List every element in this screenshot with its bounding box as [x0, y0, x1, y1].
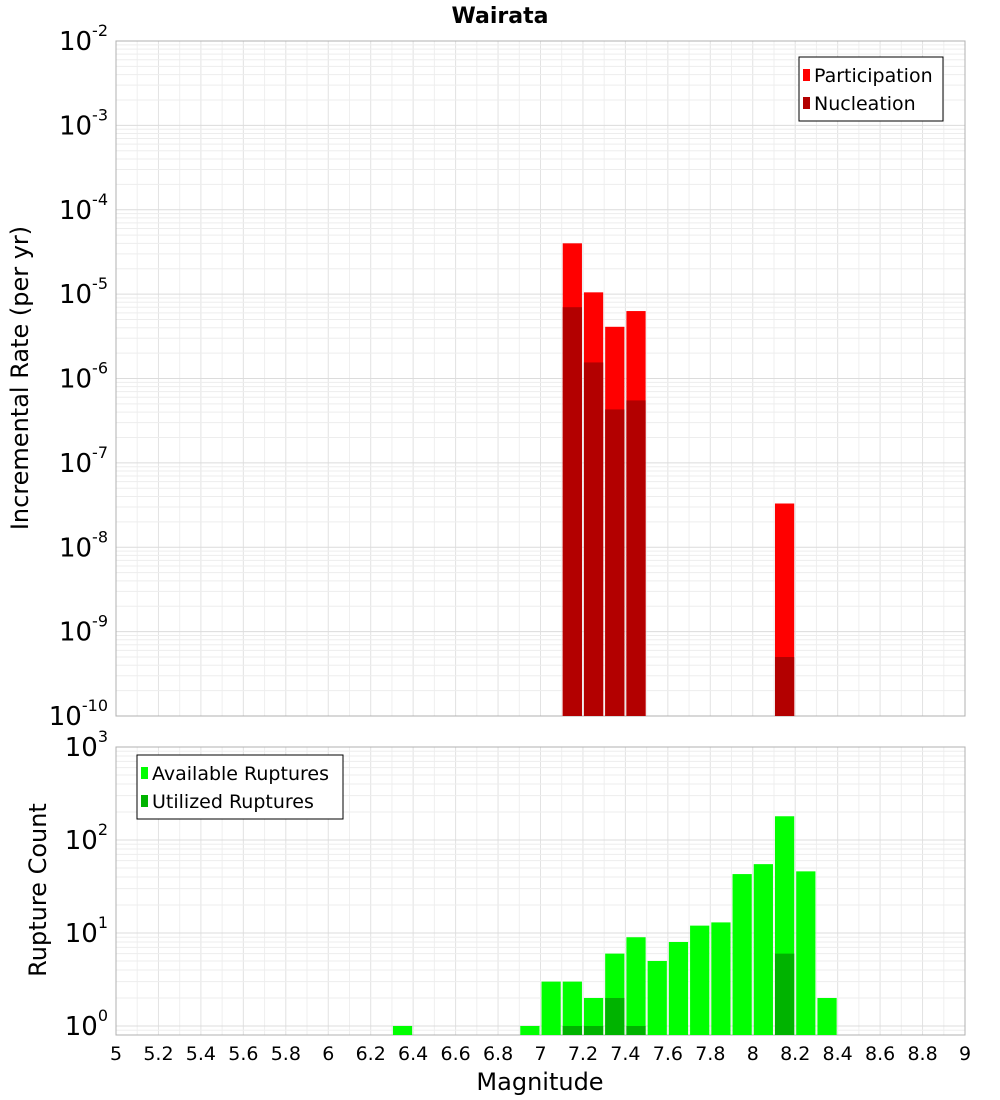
- y-tick-label: 10-4: [59, 190, 108, 226]
- x-tick-label: 8.4: [823, 1043, 853, 1065]
- y-tick-label: 10-5: [59, 274, 108, 310]
- x-tick-label: 5.6: [228, 1043, 258, 1065]
- y-tick-label: 102: [65, 820, 108, 856]
- legend-label: Nucleation: [814, 93, 916, 115]
- rate-bar: [562, 307, 582, 716]
- legend-box: [798, 56, 944, 122]
- count-bar: [796, 871, 816, 1035]
- count-bar: [626, 1025, 646, 1035]
- legend-swatch: [141, 767, 148, 779]
- legend-swatch: [803, 69, 810, 81]
- count-bar: [753, 864, 773, 1035]
- legend-label: Available Ruptures: [152, 763, 329, 785]
- x-tick-label: 6.6: [440, 1043, 470, 1065]
- count-bar: [583, 1025, 604, 1035]
- rupture-count-panel: 103 102 101 100 Available Ruptures Utilized R…: [65, 727, 971, 1065]
- x-tick-label: 6: [322, 1043, 334, 1065]
- x-tick-label: 7.8: [695, 1043, 725, 1065]
- count-bar: [817, 997, 837, 1035]
- count-bar: [605, 997, 625, 1035]
- x-tick-label: 6.8: [483, 1043, 513, 1065]
- y-tick-label: 10-6: [59, 359, 108, 395]
- count-legend: Available Ruptures Utilized Ruptures: [136, 754, 344, 820]
- y-tick-label: 103: [65, 727, 108, 763]
- x-tick-label: 5.4: [186, 1043, 216, 1065]
- count-bar: [711, 922, 731, 1035]
- x-tick-label: 6.4: [398, 1043, 428, 1065]
- count-bar: [626, 937, 646, 1035]
- y-tick-label: 10-8: [59, 527, 108, 563]
- count-series-available-ruptures: [392, 816, 837, 1035]
- count-bar: [583, 997, 604, 1035]
- count-bar: [690, 925, 710, 1035]
- legend-swatch: [803, 97, 810, 109]
- legend-label: Participation: [814, 65, 933, 87]
- count-bar: [562, 1025, 582, 1035]
- count-bar: [732, 874, 752, 1035]
- rate-bar: [583, 362, 604, 716]
- x-tick-label: 7.6: [653, 1043, 683, 1065]
- x-tick-label: 7.2: [568, 1043, 598, 1065]
- x-axis-title: Magnitude: [476, 1068, 603, 1096]
- count-y-ticks: 103 102 101 100: [65, 727, 108, 1042]
- rate-series-nucleation: [562, 307, 795, 716]
- x-tick-label: 9: [959, 1043, 971, 1065]
- count-bar: [392, 1025, 413, 1035]
- x-tick-label: 8.6: [865, 1043, 895, 1065]
- x-tick-label: 7: [534, 1043, 546, 1065]
- x-tick-label: 8.8: [907, 1043, 937, 1065]
- x-tick-label: 5: [110, 1043, 122, 1065]
- count-bar: [668, 942, 689, 1035]
- y-tick-label: 10-9: [59, 612, 108, 648]
- rate-y-axis-title: Incremental Rate (per yr): [6, 226, 34, 530]
- x-tick-label: 7.4: [610, 1043, 640, 1065]
- legend-label: Utilized Ruptures: [152, 791, 314, 813]
- x-tick-label: 5.2: [143, 1043, 173, 1065]
- legend-box: [136, 754, 344, 820]
- y-tick-label: 10-3: [59, 105, 108, 141]
- y-tick-label: 10-10: [49, 696, 108, 732]
- plot-frame: [115, 746, 966, 1036]
- legend-swatch: [141, 795, 148, 807]
- gridlines: [115, 41, 966, 717]
- rate-legend: Participation Nucleation: [798, 56, 944, 122]
- count-bar: [562, 981, 582, 1035]
- rate-panel: 10-2 10-3 10-4 10-5 10-6 10-7 10-8 10-9 10-10 Par…: [49, 21, 966, 732]
- y-tick-label: 100: [65, 1006, 108, 1042]
- count-bar: [647, 960, 667, 1035]
- rate-bar: [626, 400, 646, 716]
- y-tick-label: 101: [65, 913, 108, 949]
- y-tick-label: 10-2: [59, 21, 108, 57]
- x-ticks: 5 5.2 5.4 5.6 5.8 6 6.2 6.4 6.6 6.8 7 7.2 7.4 7.6 7.8 8…: [110, 1043, 971, 1065]
- rate-bar: [774, 657, 795, 716]
- count-y-axis-title: Rupture Count: [24, 803, 52, 977]
- x-tick-label: 5.8: [271, 1043, 301, 1065]
- count-bar: [520, 1025, 540, 1035]
- x-tick-label: 8.2: [780, 1043, 810, 1065]
- x-tick-label: 6.2: [356, 1043, 386, 1065]
- y-tick-label: 10-7: [59, 443, 108, 479]
- count-bar: [774, 953, 795, 1035]
- rate-y-ticks: 10-2 10-3 10-4 10-5 10-6 10-7 10-8 10-9 10-10: [49, 21, 108, 732]
- x-tick-label: 8: [747, 1043, 759, 1065]
- rate-bar: [605, 409, 625, 716]
- count-series-utilized-ruptures: [562, 953, 795, 1035]
- chart-title: Wairata: [452, 4, 549, 29]
- plot-frame: [115, 40, 966, 717]
- count-bar: [541, 981, 561, 1035]
